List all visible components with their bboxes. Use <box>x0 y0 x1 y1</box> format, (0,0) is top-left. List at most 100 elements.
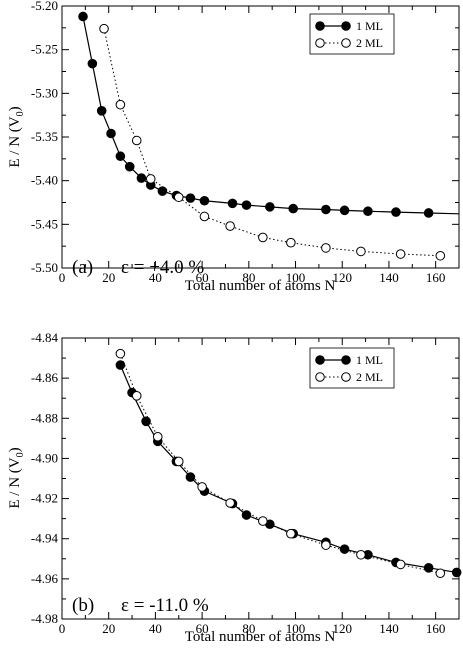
x-axis-label: Total number of atoms N <box>185 629 336 645</box>
series-line-2-ml <box>119 353 441 574</box>
data-point <box>185 193 196 203</box>
data-point <box>185 472 196 482</box>
panel-b: 0 20 40 60 80 100 120 140 160 -4.98-4.96-4.94-4.… <box>7 330 462 645</box>
data-point <box>391 207 401 217</box>
data-point <box>286 528 296 539</box>
x-tick-label: 160 <box>426 270 446 285</box>
data-point <box>78 11 88 22</box>
x-tick-labels: 0 20 40 60 80 100 120 140 160 <box>59 621 446 636</box>
x-tick-label: 20 <box>102 270 115 285</box>
data-point <box>197 482 207 492</box>
data-point <box>321 243 331 253</box>
data-point <box>258 232 268 243</box>
x-tick-label: 120 <box>332 270 352 285</box>
strain-annotation: ε = +4.0 % <box>121 257 204 278</box>
data-point <box>225 221 235 231</box>
x-tick-label: 100 <box>286 621 306 636</box>
data-point <box>87 58 98 69</box>
data-point <box>356 246 366 257</box>
x-axis-label: Total number of atoms N <box>185 278 336 294</box>
strain-annotation: ε = -11.0 % <box>121 595 209 616</box>
panel-label: (b) <box>72 595 94 616</box>
legend-label-1ml: 1 ML <box>356 19 383 33</box>
data-point <box>152 431 163 442</box>
x-tick-label: 60 <box>196 270 209 285</box>
data-point <box>227 198 238 209</box>
panel-a: 0 20 40 60 80 100 120 140 160 -5.50-5.45-5.40-5.… <box>7 0 460 294</box>
x-tick-labels: 0 20 40 60 80 100 120 140 160 <box>59 270 446 285</box>
x-tick-label: 140 <box>379 270 399 285</box>
data-point <box>395 249 406 259</box>
data-point <box>106 128 116 139</box>
data-point <box>435 250 446 261</box>
data-point <box>96 106 107 116</box>
data-point <box>265 202 275 212</box>
y-tick-labels: -5.50 -5.45 -5.40 -5.35 -5.30 -5.25 -5.20 <box>31 0 58 275</box>
series-line-1-ml <box>82 16 459 215</box>
data-point <box>363 206 373 217</box>
y-tick-label: -5.30 <box>31 85 58 100</box>
y-tick-label: -4.92 <box>31 491 58 506</box>
y-axis-label: E / N (V0) <box>7 447 26 508</box>
data-point <box>321 204 331 215</box>
x-tick-label: 80 <box>242 270 255 285</box>
legend-marker-1ml <box>315 355 325 365</box>
y-tick-labels: -4.98 -4.96 -4.94 -4.92 -4.90 -4.88 -4.86 -4.84 <box>31 330 59 626</box>
legend-label-2ml: 2 ML <box>356 370 383 384</box>
y-tick-label: -5.40 <box>31 173 58 188</box>
data-point <box>435 568 446 579</box>
x-tick-label: 40 <box>149 621 162 636</box>
data-point <box>339 205 350 216</box>
y-tick-label: -4.98 <box>31 611 58 626</box>
data-point <box>451 567 462 578</box>
data-point <box>99 23 109 34</box>
legend-marker-1ml <box>341 355 351 365</box>
x-tick-label: 160 <box>426 621 446 636</box>
data-point <box>241 200 252 210</box>
series-line-1-ml <box>119 364 457 574</box>
data-point <box>356 549 366 560</box>
x-tick-label: 100 <box>286 270 306 285</box>
y-tick-label: -4.86 <box>31 370 59 385</box>
data-point <box>145 174 156 184</box>
y-tick-label: -5.45 <box>31 216 58 231</box>
data-point <box>241 510 252 520</box>
y-tick-label: -5.35 <box>31 129 58 144</box>
legend-marker-2ml <box>315 38 325 48</box>
legend-box <box>309 13 395 55</box>
series-layer <box>78 11 459 261</box>
data-point <box>141 416 151 427</box>
x-tick-label: 20 <box>102 621 115 636</box>
series-layer <box>115 348 462 579</box>
data-point <box>423 208 434 218</box>
legend-label-1ml: 1 ML <box>356 353 383 367</box>
data-point <box>423 563 434 573</box>
y-tick-label: -5.25 <box>31 42 58 57</box>
x-tick-label: 60 <box>196 621 209 636</box>
axis-ticks <box>61 337 460 620</box>
y-tick-label: -4.94 <box>31 531 59 546</box>
plot-frame <box>61 337 460 620</box>
x-tick-label: 0 <box>59 621 66 636</box>
data-point <box>173 192 184 203</box>
axis-ticks <box>61 5 460 269</box>
legend-marker-2ml <box>315 372 325 382</box>
legend-label-2ml: 2 ML <box>356 36 383 50</box>
panel-label: (a) <box>72 257 93 278</box>
data-point <box>339 544 350 554</box>
legend-box <box>309 347 395 389</box>
data-point <box>395 559 406 570</box>
y-axis-label: E / N (V0) <box>7 106 26 167</box>
y-tick-label: -5.50 <box>31 260 58 275</box>
data-point <box>136 173 147 183</box>
data-point <box>124 161 135 172</box>
data-point <box>115 348 126 359</box>
data-point <box>286 237 296 248</box>
data-point <box>131 135 142 146</box>
plot-frame <box>61 5 460 269</box>
data-point <box>115 99 126 110</box>
y-tick-label: -4.84 <box>31 330 59 345</box>
data-point <box>199 211 210 222</box>
x-tick-label: 80 <box>242 621 255 636</box>
